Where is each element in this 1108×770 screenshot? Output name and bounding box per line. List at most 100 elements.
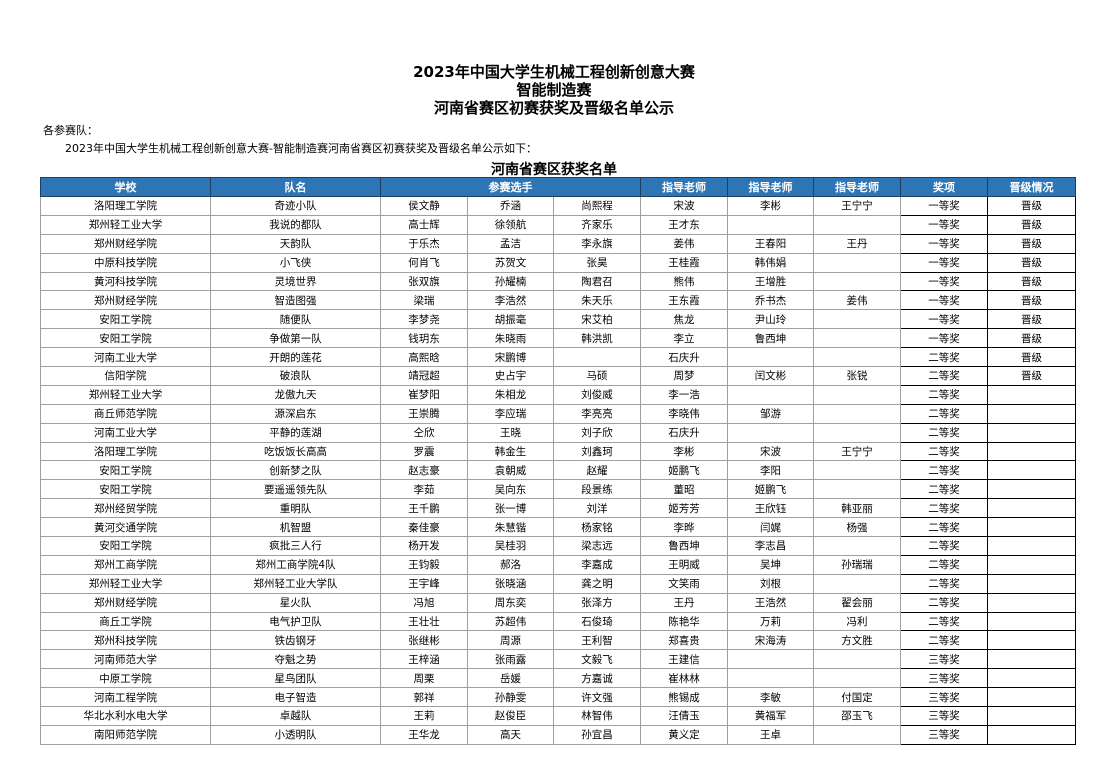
advisor-1-cell: 宋波 (640, 196, 728, 216)
award-cell: 二等奖 (900, 611, 988, 632)
promotion-cell (987, 706, 1076, 726)
advisor-1-cell: 熊锡成 (640, 687, 728, 708)
advisor-1-cell: 姜伟 (640, 233, 728, 254)
advisor-2-cell: 王增胜 (727, 271, 814, 292)
promotion-cell (987, 460, 1076, 481)
advisor-2-cell: 李彬 (727, 196, 814, 216)
table-row: 信阳学院 破浪队 靖冠超 史占宇 马硕 周梦 闰文彬 张锐 二等奖 晋级 (40, 366, 1076, 386)
advisor-2-cell: 鲁西坤 (727, 328, 814, 349)
table-row: 郑州财经学院 星火队 冯旭 周东奕 张泽方 王丹 王浩然 翟会丽 二等奖 (40, 592, 1076, 613)
advisor-3-cell (813, 214, 901, 235)
award-cell: 二等奖 (900, 630, 988, 651)
greeting: 各参赛队： (43, 124, 98, 137)
participant-2-cell: 胡振毫 (467, 309, 554, 330)
advisor-2-cell: 王浩然 (727, 592, 814, 613)
team-cell: 开朗的莲花 (210, 347, 381, 368)
team-cell: 要遥遥领先队 (210, 479, 381, 500)
participant-3-cell: 张昊 (553, 252, 641, 273)
team-cell: 郑州工商学院4队 (210, 554, 381, 575)
participant-1-cell: 郭祥 (380, 687, 468, 708)
participant-1-cell: 于乐杰 (380, 233, 468, 254)
participant-2-cell: 徐领航 (467, 214, 554, 235)
participant-1-cell: 高熙晗 (380, 347, 468, 368)
school-cell: 河南工程学院 (40, 687, 211, 708)
participant-1-cell: 何肖飞 (380, 252, 468, 273)
award-cell: 二等奖 (900, 592, 988, 613)
participant-2-cell: 孟洁 (467, 233, 554, 254)
advisor-3-cell (813, 460, 901, 481)
participant-2-cell: 孙耀楠 (467, 271, 554, 292)
team-cell: 灵境世界 (210, 271, 381, 292)
table-row: 黄河科技学院 灵境世界 张双旗 孙耀楠 陶君召 熊伟 王增胜 一等奖 晋级 (40, 271, 1076, 292)
advisor-2-cell: 韩伟娟 (727, 252, 814, 273)
table-row: 河南工程学院 电子智造 郭祥 孙静雯 许文强 熊锡成 李敏 付国定 三等奖 (40, 687, 1076, 708)
advisor-2-cell: 闫娓 (727, 517, 814, 538)
participant-1-cell: 钱玥东 (380, 328, 468, 349)
advisor-1-cell: 鲁西坤 (640, 536, 728, 556)
participant-3-cell: 马硕 (553, 366, 641, 386)
award-cell: 二等奖 (900, 403, 988, 424)
promotion-cell (987, 724, 1076, 745)
team-cell: 重明队 (210, 498, 381, 519)
promotion-cell: 晋级 (987, 290, 1076, 311)
advisor-2-cell: 李敏 (727, 687, 814, 708)
promotion-cell: 晋级 (987, 196, 1076, 216)
team-cell: 机智盟 (210, 517, 381, 538)
advisor-1-cell: 董昭 (640, 479, 728, 500)
promotion-cell (987, 554, 1076, 575)
school-cell: 华北水利水电大学 (40, 706, 211, 726)
school-cell: 河南工业大学 (40, 347, 211, 368)
promotion-cell (987, 536, 1076, 556)
promotion-cell (987, 611, 1076, 632)
participant-1-cell: 王华龙 (380, 724, 468, 745)
school-cell: 郑州财经学院 (40, 233, 211, 254)
participant-2-cell: 乔涵 (467, 196, 554, 216)
table-row: 洛阳理工学院 奇迹小队 侯文静 乔涵 尚熙程 宋波 李彬 王宁宁 一等奖 晋级 (40, 196, 1076, 216)
advisor-3-cell: 翟会丽 (813, 592, 901, 613)
table-row: 洛阳理工学院 吃饭饭长高高 罗震 韩金生 刘鑫珂 李彬 宋波 王宁宁 二等奖 (40, 441, 1076, 462)
promotion-cell: 晋级 (987, 214, 1076, 235)
school-cell: 郑州工商学院 (40, 554, 211, 575)
participant-3-cell: 段景练 (553, 479, 641, 500)
document-title: 2023年中国大学生机械工程创新创意大赛 (413, 63, 695, 81)
advisor-2-cell (727, 668, 814, 689)
participant-3-cell: 朱天乐 (553, 290, 641, 311)
award-cell: 一等奖 (900, 328, 988, 349)
advisor-2-cell: 宋波 (727, 441, 814, 462)
advisor-3-cell (813, 422, 901, 443)
table-row: 中原工学院 星鸟团队 周栗 岳媛 方嘉诚 崔林林 三等奖 (40, 668, 1076, 689)
participant-3-cell: 文毅飞 (553, 649, 641, 670)
team-cell: 小透明队 (210, 724, 381, 745)
advisor-2-cell: 李阳 (727, 460, 814, 481)
award-cell: 二等奖 (900, 347, 988, 368)
advisor-3-cell (813, 328, 901, 349)
participant-3-cell: 王利智 (553, 630, 641, 651)
header-participants: 参赛选手 (380, 177, 641, 197)
header-team: 队名 (210, 177, 381, 197)
school-cell: 郑州经贸学院 (40, 498, 211, 519)
header-advisor-2: 指导老师 (727, 177, 814, 197)
participant-1-cell: 侯文静 (380, 196, 468, 216)
participant-1-cell: 李梦尧 (380, 309, 468, 330)
table-row: 商丘工学院 电气护卫队 王壮壮 苏超伟 石俊琦 陈艳华 万莉 冯利 二等奖 (40, 611, 1076, 632)
participant-2-cell: 朱相龙 (467, 384, 554, 405)
document-subtitle: 智能制造赛 (516, 81, 592, 99)
advisor-1-cell: 王丹 (640, 592, 728, 613)
award-cell: 二等奖 (900, 441, 988, 462)
award-cell: 二等奖 (900, 479, 988, 500)
participant-3-cell: 孙宜昌 (553, 724, 641, 745)
award-cell: 三等奖 (900, 724, 988, 745)
participant-2-cell: 苏超伟 (467, 611, 554, 632)
school-cell: 洛阳理工学院 (40, 196, 211, 216)
advisor-2-cell (727, 214, 814, 235)
team-cell: 创新梦之队 (210, 460, 381, 481)
intro-text: 2023年中国大学生机械工程创新创意大赛-智能制造赛河南省赛区初赛获奖及晋级名单… (65, 142, 537, 155)
table-row: 商丘师范学院 源深启东 王崇腾 李应瑞 李亮亮 李晓伟 邹游 二等奖 (40, 403, 1076, 424)
team-cell: 星火队 (210, 592, 381, 613)
participant-1-cell: 仝欣 (380, 422, 468, 443)
school-cell: 郑州科技学院 (40, 630, 211, 651)
advisor-1-cell: 李立 (640, 328, 728, 349)
advisor-3-cell: 付国定 (813, 687, 901, 708)
participant-3-cell: 李永旗 (553, 233, 641, 254)
participant-3-cell: 石俊琦 (553, 611, 641, 632)
